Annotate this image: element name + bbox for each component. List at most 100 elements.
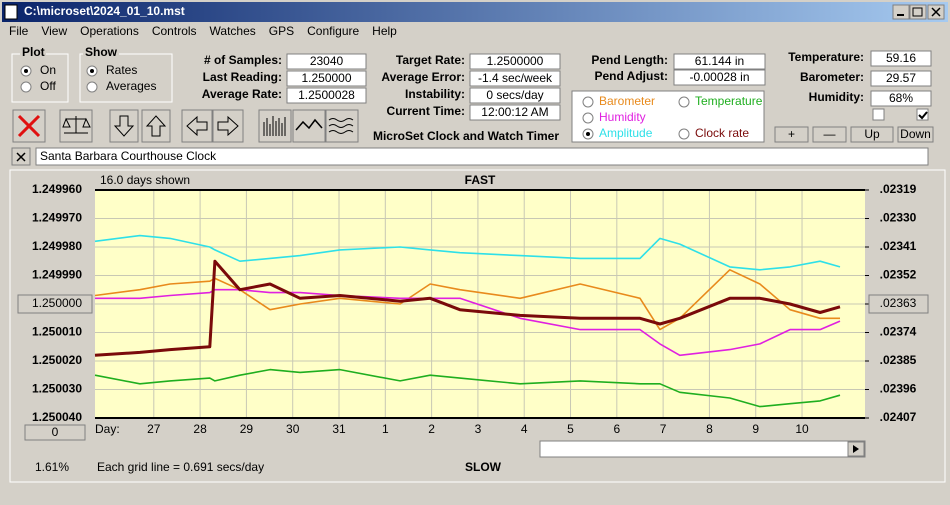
- legend-box: [571, 90, 765, 143]
- radio-button[interactable]: [86, 81, 98, 93]
- x-tick-label: 27: [147, 422, 161, 436]
- menu-item[interactable]: Configure: [307, 24, 359, 38]
- radio-dot: [586, 132, 590, 136]
- radio-dot: [90, 69, 94, 73]
- y-tick-label: 1.250030: [32, 382, 82, 396]
- y-tick-label: 1.249970: [32, 211, 82, 225]
- field-label: Target Rate:: [396, 53, 465, 67]
- show-group-box: [79, 53, 173, 103]
- field-box: [870, 70, 932, 87]
- chart: 1.249960 1.249970 1.249980 1.249990 1.250000…: [17, 182, 929, 436]
- x-tick-label: 28: [193, 422, 207, 436]
- field-value: 1.2500000: [487, 54, 544, 68]
- series-line: [94, 368, 841, 408]
- adjust-button-label: Up: [864, 127, 880, 141]
- radio-button[interactable]: [582, 112, 594, 124]
- checkbox[interactable]: [916, 108, 929, 121]
- y2-tick-label: .02352: [880, 268, 917, 282]
- legend: Barometer Temperature Humidity Amplitude Clo…: [582, 94, 763, 140]
- adjust-button-label: —: [824, 127, 836, 141]
- field-value: 12:00:12 AM: [481, 105, 548, 119]
- field-box: [469, 87, 561, 104]
- radio-button[interactable]: [678, 96, 690, 108]
- field-label: Last Reading:: [203, 70, 282, 84]
- series-line: [94, 259, 841, 357]
- description-box[interactable]: [35, 147, 929, 166]
- menu-item[interactable]: Help: [372, 24, 397, 38]
- field-label: Pend Adjust:: [594, 69, 668, 83]
- adjust-button[interactable]: [850, 126, 894, 143]
- adjust-button[interactable]: [897, 126, 934, 143]
- maximize-button[interactable]: [909, 4, 927, 20]
- field-value: 59.16: [886, 51, 916, 65]
- y2-tick-label: .02407: [880, 410, 917, 424]
- field-value: 29.57: [886, 71, 916, 85]
- adjust-button-label: +: [788, 127, 795, 141]
- menu-item[interactable]: GPS: [269, 24, 294, 38]
- progress: 1.61%: [35, 460, 69, 474]
- field-box: [469, 104, 561, 121]
- menu-item[interactable]: File: [9, 24, 29, 38]
- down-button[interactable]: [109, 109, 139, 143]
- radio-button[interactable]: [582, 96, 594, 108]
- menu-item[interactable]: Operations: [80, 24, 139, 38]
- waves-button[interactable]: [325, 109, 359, 143]
- balance-button[interactable]: [59, 109, 93, 143]
- scrollbar[interactable]: [539, 440, 866, 458]
- radio-button[interactable]: [678, 128, 690, 140]
- y-tick-label: 1.250040: [32, 410, 82, 424]
- window-controls: [892, 4, 945, 20]
- field-label: Average Rate:: [202, 87, 282, 101]
- radio-label: Averages: [106, 79, 156, 93]
- radio-button[interactable]: [20, 81, 32, 93]
- title-bar: [2, 2, 948, 22]
- scroll-value-button[interactable]: [24, 424, 86, 441]
- up-button[interactable]: [141, 109, 171, 143]
- field-box: [870, 50, 932, 67]
- menu-bar: File View Operations Controls Watches GPS Conf…: [9, 24, 397, 38]
- x-tick-label: 2: [428, 422, 435, 436]
- x-tick-label: 29: [240, 422, 254, 436]
- x-tick-label: 8: [706, 422, 713, 436]
- field-box: [870, 90, 932, 107]
- x-tick-label: 30: [286, 422, 300, 436]
- fields: # of Samples: 23040 Last Reading: 1.250000 A…: [202, 50, 934, 143]
- menu-item[interactable]: Watches: [210, 24, 256, 38]
- span-label: 16.0 days shown: [100, 173, 190, 187]
- x-tick-label: 5: [567, 422, 574, 436]
- y2-tick-label: .02374: [880, 325, 917, 339]
- group-title: Show: [85, 45, 118, 59]
- x-tick-label: 10: [795, 422, 809, 436]
- y-tick-button[interactable]: [17, 294, 93, 314]
- field-value: 23040: [310, 54, 344, 68]
- menu-item[interactable]: Controls: [152, 24, 197, 38]
- y-tick-label: 1.250010: [32, 325, 82, 339]
- field-label: Humidity:: [809, 90, 864, 104]
- minimize-button[interactable]: [892, 4, 910, 20]
- field-label: Current Time:: [387, 104, 465, 118]
- menu-item[interactable]: View: [41, 24, 67, 38]
- window-title: C:\microset\2024_01_10.mst: [24, 4, 185, 18]
- scroll-value: 0: [52, 425, 59, 439]
- y2-tick-label: .02330: [880, 211, 917, 225]
- legend-label: Barometer: [599, 94, 655, 108]
- checkbox[interactable]: [872, 108, 885, 121]
- y2-tick-label: .02363: [880, 296, 917, 310]
- radio-groups: On Off Rates Averages: [20, 63, 156, 93]
- adjust-button[interactable]: [812, 126, 847, 143]
- field-box: [286, 87, 367, 104]
- x-axis-label: Day:: [95, 422, 120, 436]
- y2-tick-button[interactable]: [868, 294, 929, 314]
- field-box: [469, 70, 561, 87]
- field-box: [469, 53, 561, 70]
- field-box: [673, 53, 766, 70]
- legend-label: Clock rate: [695, 126, 749, 140]
- legend-label: Amplitude: [599, 126, 653, 140]
- adjust-button[interactable]: [774, 126, 809, 143]
- field-box: [286, 70, 367, 87]
- x-tick-label: 4: [521, 422, 528, 436]
- description: Santa Barbara Courthouse Clock: [40, 149, 217, 163]
- x-tick-label: 31: [332, 422, 346, 436]
